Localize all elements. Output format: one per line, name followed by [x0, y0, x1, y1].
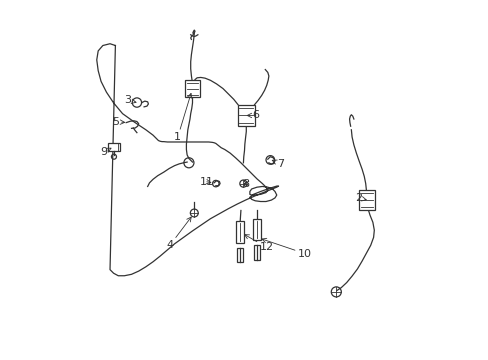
Text: 10: 10: [262, 238, 311, 258]
Text: 9: 9: [100, 147, 111, 157]
Text: 4: 4: [166, 217, 191, 250]
Text: 7: 7: [272, 159, 284, 169]
FancyBboxPatch shape: [359, 190, 374, 210]
Text: 8: 8: [242, 179, 249, 189]
FancyBboxPatch shape: [253, 245, 260, 260]
Bar: [107, 143, 120, 150]
Text: 12: 12: [244, 235, 273, 252]
FancyBboxPatch shape: [253, 219, 261, 240]
FancyBboxPatch shape: [237, 105, 254, 126]
FancyBboxPatch shape: [236, 221, 244, 243]
Text: 6: 6: [247, 111, 259, 121]
Text: 1: 1: [174, 94, 191, 142]
FancyBboxPatch shape: [237, 248, 243, 262]
Text: 3: 3: [124, 95, 136, 105]
Text: 5: 5: [112, 117, 124, 127]
FancyBboxPatch shape: [185, 80, 199, 97]
Text: 2: 2: [354, 193, 366, 203]
Text: 11: 11: [200, 177, 213, 187]
